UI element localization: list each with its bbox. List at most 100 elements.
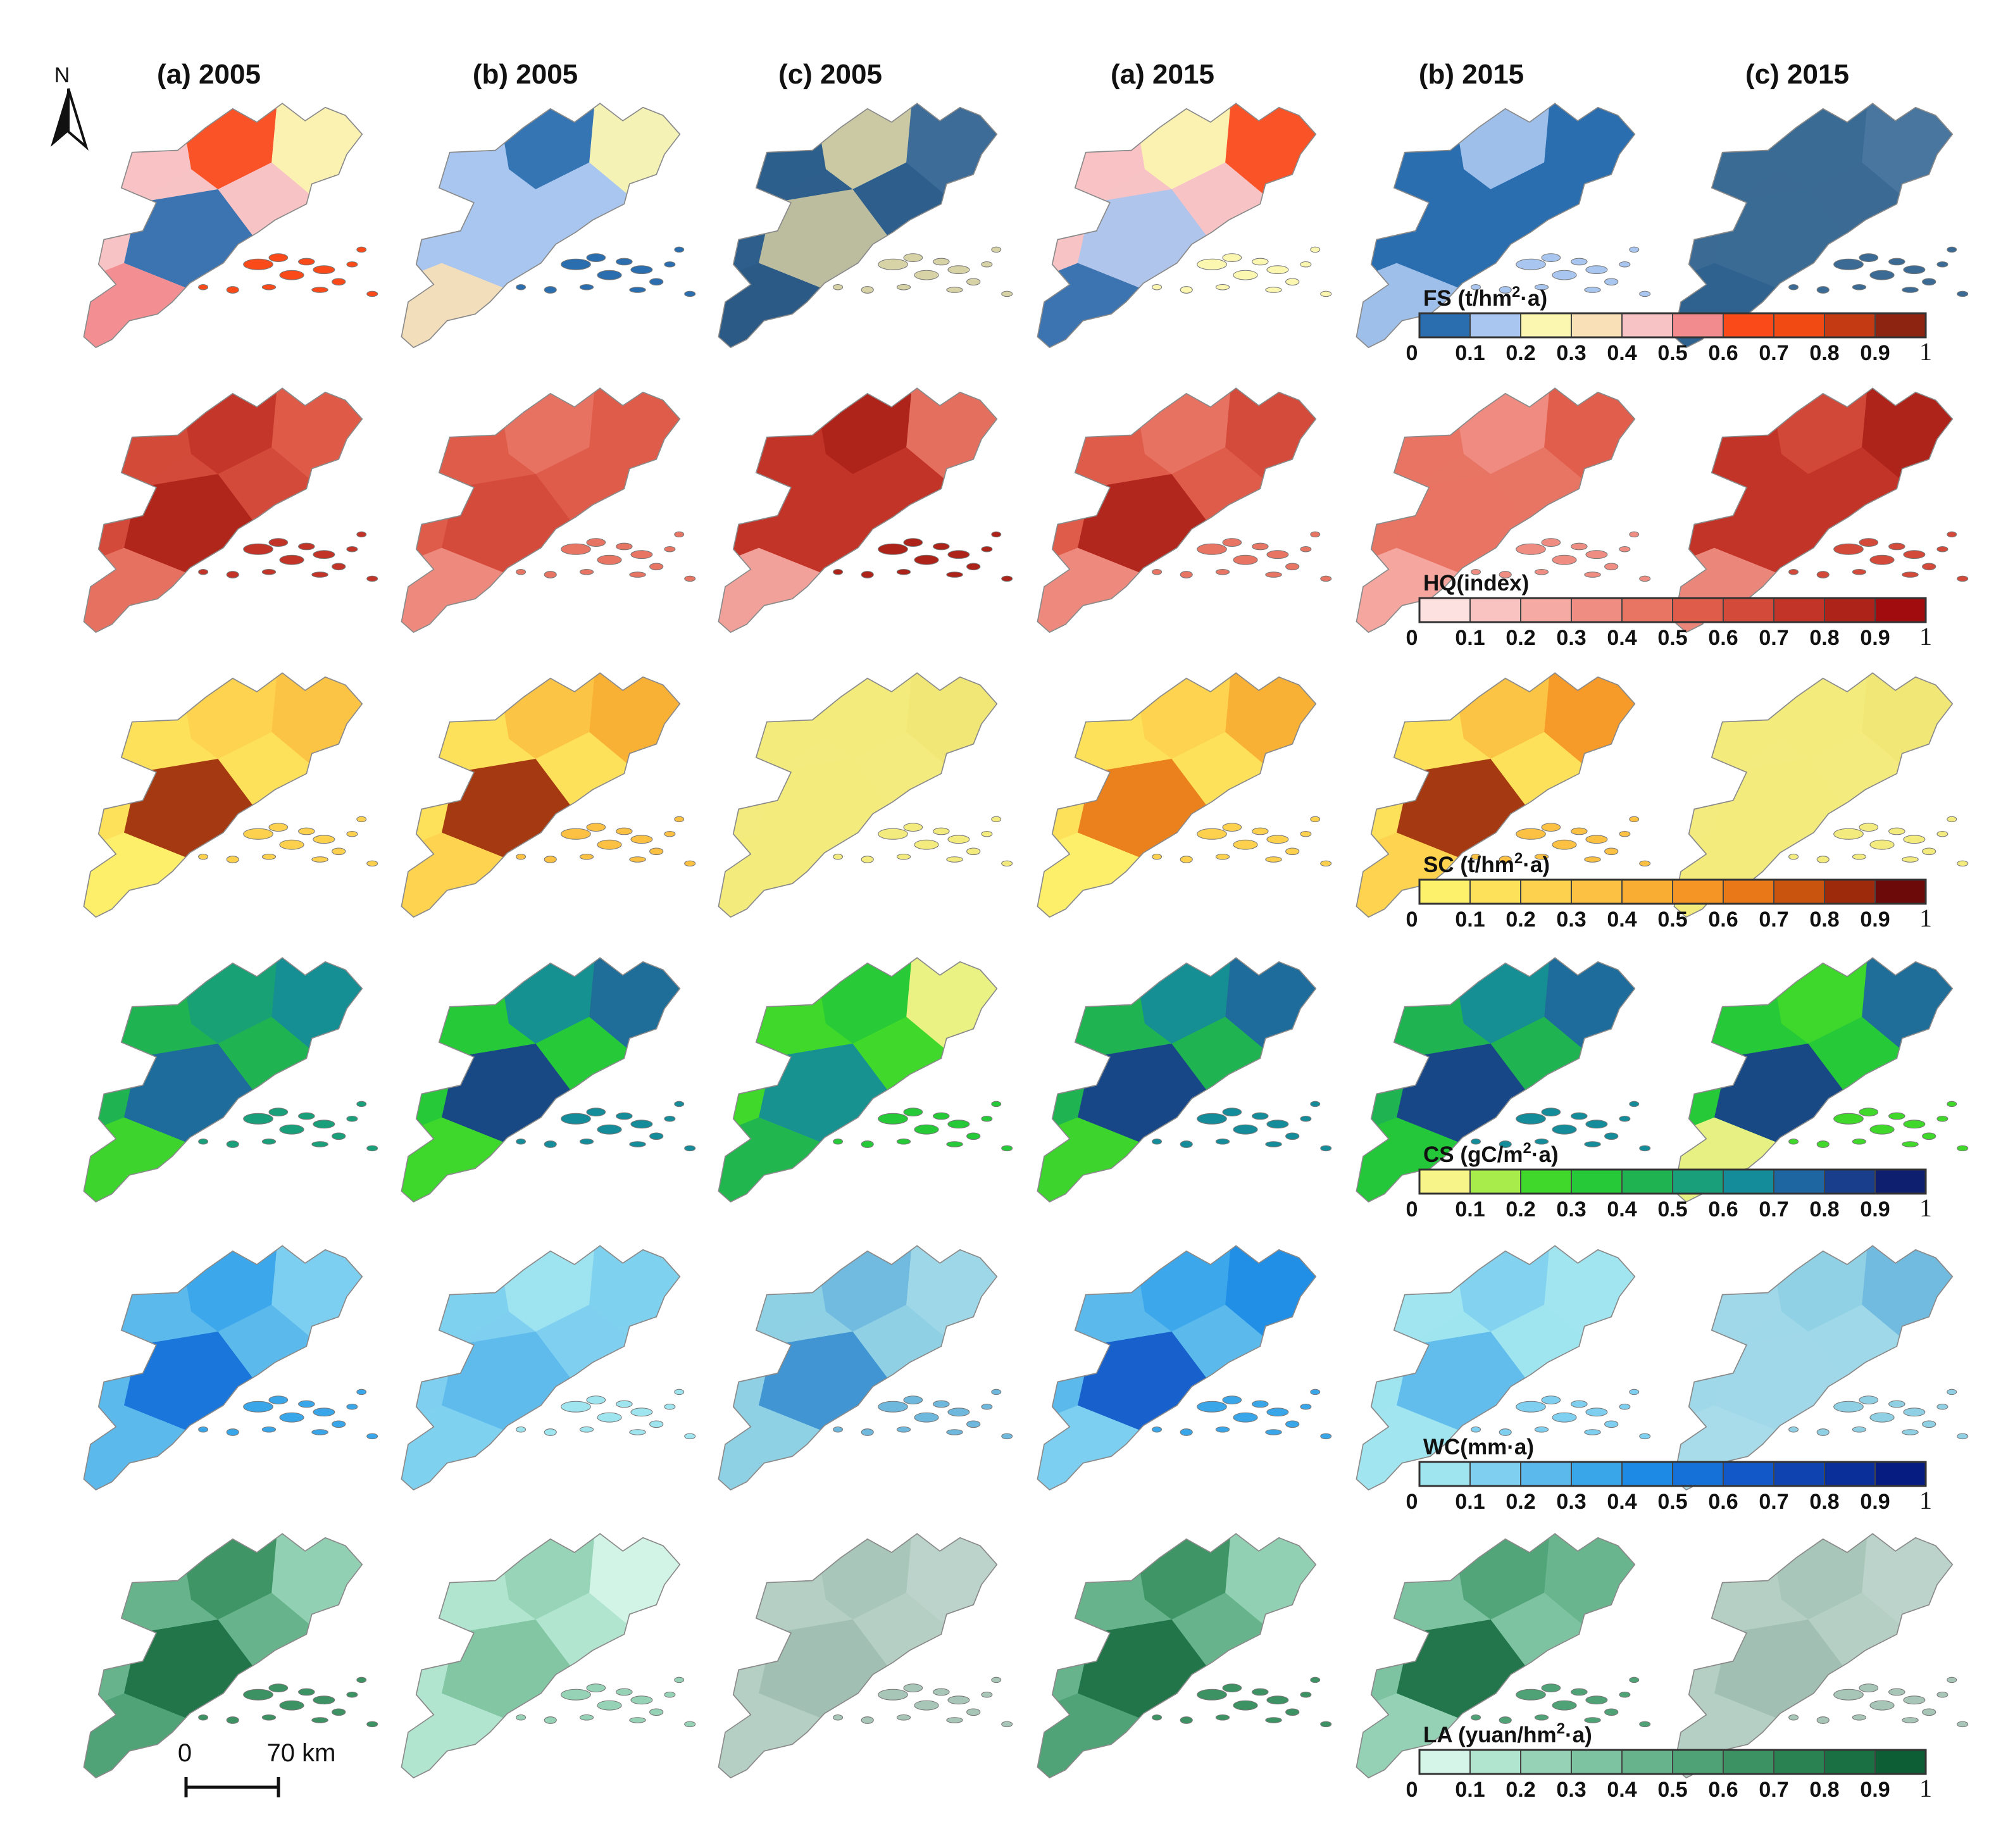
map-island: [1888, 542, 1905, 551]
map-island: [1903, 265, 1926, 275]
map-island: [1833, 258, 1864, 270]
map-island: [1936, 546, 1948, 553]
map-patches: [718, 103, 997, 348]
map-island: [1215, 284, 1230, 290]
map-island: [261, 568, 277, 575]
map-island: [861, 286, 874, 294]
map-patches: [401, 103, 680, 348]
legend-tick-label: 0.2: [1506, 1778, 1535, 1802]
legend-tick-label: 1: [1919, 337, 1932, 366]
map-island: [579, 1714, 594, 1721]
legend-swatch: [1469, 597, 1521, 623]
map-island: [1888, 1112, 1905, 1120]
map-island: [1859, 253, 1879, 263]
map-island: [1903, 835, 1926, 844]
map-island: [1957, 290, 1969, 297]
map-island: [1869, 1412, 1895, 1423]
map-island: [833, 1714, 844, 1721]
legend-swatch: [1824, 313, 1876, 338]
legend-tick-label: 0.7: [1759, 1490, 1788, 1514]
map-sc-3: [718, 672, 1013, 918]
scale-bar: 0 70 km: [178, 1739, 335, 1797]
legend-swatch: [1520, 597, 1572, 623]
legend-title: SC (t/hm2·a): [1423, 850, 1550, 877]
legend-tick-label: 0.1: [1455, 626, 1485, 650]
map-island: [1233, 1412, 1258, 1423]
map-island: [1639, 1433, 1651, 1440]
map-la-4: [1037, 1533, 1332, 1779]
map-island: [684, 1433, 696, 1440]
map-island: [946, 571, 963, 578]
map-island: [1852, 284, 1867, 290]
map-island: [1266, 1695, 1289, 1705]
map-island: [649, 563, 664, 571]
map-island: [311, 1717, 328, 1723]
map-island: [933, 827, 950, 835]
map-island: [1902, 571, 1919, 578]
legend-tick-label: 0.9: [1860, 1490, 1890, 1514]
map-island: [268, 538, 289, 547]
legend-tick-label: 0: [1406, 1778, 1418, 1802]
map-island: [1222, 823, 1242, 832]
legend-swatch: [1571, 1749, 1623, 1775]
map-island: [1252, 258, 1269, 266]
map-island: [629, 856, 646, 863]
legend-frame: [1418, 597, 1927, 623]
legend-tick-label: 0.8: [1809, 341, 1839, 365]
map-island: [1629, 816, 1640, 823]
map-island: [861, 1428, 874, 1436]
map-island: [1922, 1420, 1936, 1428]
map-island: [516, 1138, 527, 1145]
map-island: [1310, 1101, 1321, 1108]
map-island: [1833, 1401, 1864, 1413]
map-island: [1310, 531, 1321, 538]
legend-swatch: [1621, 879, 1673, 904]
map-island: [1852, 1426, 1867, 1433]
map-island: [1266, 550, 1289, 559]
map-island: [861, 856, 874, 863]
legend-swatch: [1520, 313, 1572, 338]
map-patches: [84, 103, 363, 348]
map-island: [544, 1140, 557, 1148]
legend-swatch: [1621, 1169, 1673, 1194]
map-island: [649, 1132, 664, 1140]
legend-tick-label: 0.2: [1506, 341, 1535, 365]
map-island: [1233, 839, 1258, 850]
legend-swatch: [1419, 1169, 1471, 1194]
map-island: [1902, 1429, 1919, 1435]
map-island: [298, 1400, 315, 1408]
map-island: [346, 1115, 358, 1122]
map-island: [1285, 1708, 1300, 1716]
map-island: [1215, 1426, 1230, 1433]
map-island: [1197, 1689, 1227, 1701]
map-island: [198, 568, 209, 575]
north-arrow-icon-half: [67, 88, 89, 151]
legend-title: WC(mm·a): [1423, 1435, 1534, 1459]
map-island: [1265, 856, 1282, 863]
map-island: [1629, 246, 1640, 253]
map-island: [1222, 1108, 1242, 1117]
map-island: [1604, 1708, 1619, 1716]
map-island: [1571, 1688, 1588, 1696]
legend-tick-label: 0.8: [1809, 626, 1839, 650]
legend-tick-label: 0.3: [1556, 1490, 1586, 1514]
north-arrow-icon: [51, 89, 68, 147]
map-island: [1152, 568, 1163, 575]
legend-tick-label: 0.3: [1556, 1197, 1586, 1221]
map-island: [1584, 856, 1601, 863]
legend-tick-label: 0.9: [1860, 1197, 1890, 1221]
map-island: [946, 1141, 963, 1147]
legend-tick-label: 0.1: [1455, 1197, 1485, 1221]
legend-tick-label: 0.2: [1506, 1490, 1535, 1514]
map-island: [243, 1689, 273, 1701]
map-island: [1629, 1101, 1640, 1108]
map-island: [1233, 270, 1258, 280]
map-island: [903, 253, 923, 263]
map-island: [332, 278, 346, 286]
map-island: [1888, 827, 1905, 835]
legend-tick-label: 0.2: [1506, 626, 1535, 650]
map-island: [616, 827, 633, 835]
map-island: [346, 830, 358, 837]
map-island: [981, 261, 993, 268]
map-island: [896, 1714, 911, 1721]
